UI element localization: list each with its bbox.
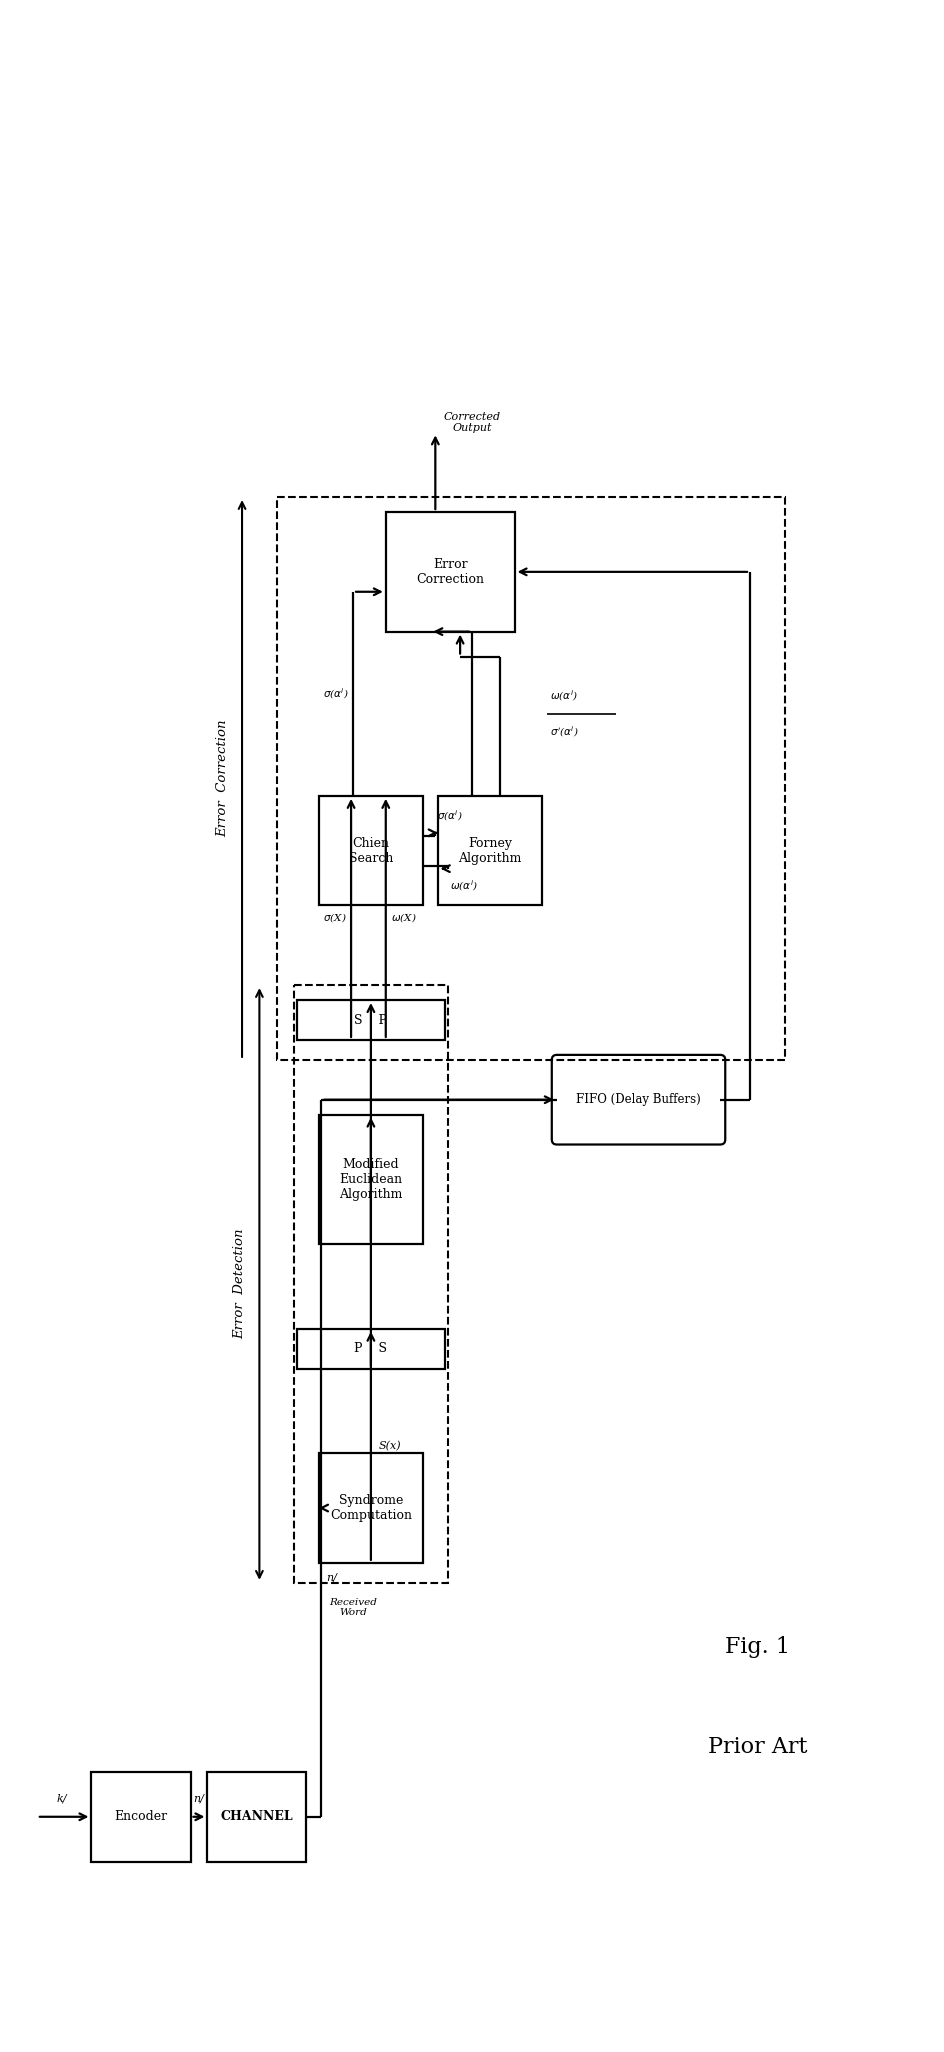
Text: Corrected
Output: Corrected Output [443, 412, 500, 433]
Text: $\omega$(X): $\omega$(X) [390, 911, 416, 923]
FancyBboxPatch shape [551, 1055, 724, 1145]
Text: P    S: P S [354, 1342, 387, 1354]
Text: n/: n/ [326, 1572, 337, 1582]
Text: Syndrome
Computation: Syndrome Computation [329, 1494, 412, 1523]
Text: Prior Art: Prior Art [707, 1736, 806, 1759]
Text: $\sigma$($\alpha^i$): $\sigma$($\alpha^i$) [436, 808, 463, 823]
Bar [207, 1773, 306, 1861]
Text: Fig. 1: Fig. 1 [724, 1635, 789, 1658]
Bar [437, 796, 541, 905]
Bar [318, 1453, 423, 1564]
Text: Error  Correction: Error Correction [215, 720, 228, 837]
Text: FIFO (Delay Buffers): FIFO (Delay Buffers) [576, 1094, 700, 1106]
Text: k/: k/ [57, 1793, 67, 1804]
Text: Received
Word: Received Word [329, 1599, 377, 1617]
Bar [92, 1773, 191, 1861]
Bar [385, 513, 514, 632]
Text: Error
Correction: Error Correction [415, 558, 483, 587]
Text: $\omega$($\alpha^i$): $\omega$($\alpha^i$) [549, 689, 577, 704]
Bar [296, 1330, 445, 1369]
Text: Chien
Search: Chien Search [348, 837, 393, 864]
Text: Forney
Algorithm: Forney Algorithm [458, 837, 521, 864]
Text: $\sigma'$($\alpha^i$): $\sigma'$($\alpha^i$) [549, 724, 578, 739]
Text: CHANNEL: CHANNEL [220, 1810, 293, 1824]
Bar [296, 999, 445, 1040]
Bar [277, 497, 784, 1061]
Text: S(x): S(x) [379, 1441, 401, 1451]
Text: Encoder: Encoder [114, 1810, 167, 1824]
Text: S    P: S P [354, 1014, 387, 1026]
Text: $\sigma$(X): $\sigma$(X) [322, 911, 346, 923]
Bar [294, 985, 447, 1582]
Text: $\omega$($\alpha^i$): $\omega$($\alpha^i$) [449, 878, 477, 893]
Bar [318, 1114, 423, 1244]
Bar [318, 796, 423, 905]
Text: n/: n/ [194, 1793, 204, 1804]
Text: Error  Detection: Error Detection [233, 1229, 245, 1340]
Text: $\sigma$($\alpha^i$): $\sigma$($\alpha^i$) [323, 687, 348, 702]
Text: Modified
Euclidean
Algorithm: Modified Euclidean Algorithm [339, 1157, 402, 1200]
